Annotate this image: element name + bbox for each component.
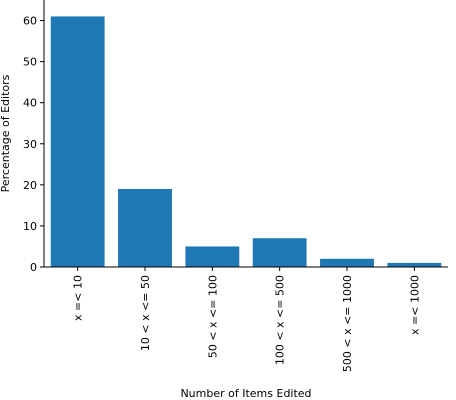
y-tick-label-4: 40 [23, 97, 37, 110]
x-axis-label: Number of Items Edited [180, 387, 311, 400]
bar-4 [320, 258, 374, 267]
bar-3 [252, 238, 307, 267]
bar-0 [50, 16, 105, 268]
x-axis-ticks: x =< 10 10 < x <= 50 50 < x <= 100 100 < x … [72, 267, 421, 372]
y-axis-ticks: 0 10 20 30 40 50 60 [23, 15, 44, 274]
y-tick-label-3: 30 [23, 138, 37, 151]
bars [50, 16, 442, 268]
x-tick-label-1: 10 < x <= 50 [139, 275, 152, 351]
x-tick-label-3: 100 < x <= 500 [274, 275, 287, 365]
bar-5 [387, 262, 442, 267]
y-tick-label-1: 10 [23, 220, 37, 233]
y-tick-label-0: 0 [30, 261, 37, 274]
x-tick-label-0: x =< 10 [72, 275, 85, 321]
bar-2 [185, 246, 240, 267]
x-tick-label-5: x =< 1000 [408, 275, 421, 335]
bar-1 [118, 188, 172, 267]
x-tick-label-2: 50 < x <= 100 [206, 275, 219, 358]
y-axis-label: Percentage of Editors [0, 74, 12, 192]
x-tick-label-4: 500 < x <= 1000 [341, 275, 354, 372]
y-tick-label-5: 50 [23, 56, 37, 69]
y-tick-label-6: 60 [23, 15, 37, 28]
y-tick-label-2: 20 [23, 179, 37, 192]
